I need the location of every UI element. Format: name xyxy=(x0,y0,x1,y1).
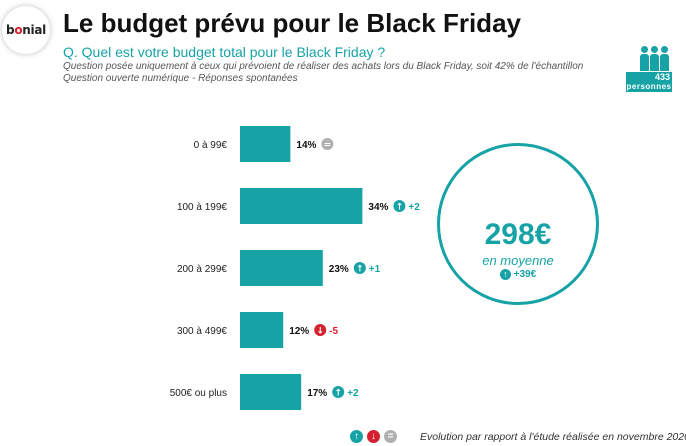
category-label: 0 à 99€ xyxy=(194,140,228,151)
bar xyxy=(240,188,363,224)
arrow-up-icon: ↑ xyxy=(350,430,363,443)
bar xyxy=(240,312,284,348)
bar xyxy=(240,374,302,410)
sample-label: personnes xyxy=(626,82,672,92)
arrow-down-icon: ↓ xyxy=(367,430,380,443)
arrow-up-icon-glyph: ↑ xyxy=(356,265,364,275)
value-label: 17% xyxy=(307,388,327,399)
delta-label: +2 xyxy=(408,202,420,213)
footer-note: Evolution par rapport à l'étude réalisée… xyxy=(420,431,686,443)
bar xyxy=(240,250,323,286)
average-delta-value: +39€ xyxy=(513,269,537,281)
arrow-up-icon-glyph: ↑ xyxy=(396,203,404,213)
arrow-up-icon xyxy=(393,200,406,212)
sample-note: Question posée uniquement à ceux qui pré… xyxy=(63,61,584,72)
sample-size-badge: 433 personnes xyxy=(626,46,672,92)
legend-icons: ↑ ↓ = xyxy=(350,430,397,443)
arrow-up-icon: ↑ xyxy=(499,269,511,280)
page-title: Le budget prévu pour le Black Friday xyxy=(63,8,521,38)
arrow-up-icon-glyph: ↑ xyxy=(334,389,342,399)
logo-text-end: nial xyxy=(22,23,46,37)
arrow-down-icon-glyph: ↓ xyxy=(316,327,324,337)
logo-text-start: b xyxy=(6,23,15,37)
average-value: 298€ xyxy=(484,218,552,251)
arrow-up-icon xyxy=(353,262,366,274)
delta-label: +2 xyxy=(347,388,359,399)
value-label: 23% xyxy=(329,264,349,275)
arrow-down-icon xyxy=(314,324,327,336)
delta-label: -5 xyxy=(329,326,338,337)
category-label: 100 à 199€ xyxy=(177,202,227,213)
bar xyxy=(240,126,291,162)
category-label: 300 à 499€ xyxy=(177,326,227,337)
equal-icon-glyph: = xyxy=(324,141,332,151)
logo-text-o: o xyxy=(14,23,23,37)
people-icon xyxy=(640,46,669,72)
arrow-up-icon xyxy=(332,386,345,398)
question-text: Q. Quel est votre budget total pour le B… xyxy=(63,44,386,60)
category-label: 500€ ou plus xyxy=(170,388,227,399)
value-label: 14% xyxy=(296,140,316,151)
average-delta: ↑ +39€ xyxy=(440,269,596,280)
average-label: en moyenne xyxy=(482,253,554,268)
equal-icon: = xyxy=(384,430,397,443)
sample-count: 433 xyxy=(626,72,672,82)
question-type-note: Question ouverte numérique - Réponses sp… xyxy=(63,73,298,84)
category-label: 200 à 299€ xyxy=(177,264,227,275)
delta-label: +1 xyxy=(369,264,381,275)
equal-icon xyxy=(321,138,334,150)
value-label: 34% xyxy=(368,202,388,213)
average-circle: 298€ en moyenne ↑ +39€ xyxy=(437,143,599,305)
bonial-logo: b o nial xyxy=(2,6,50,54)
value-label: 12% xyxy=(289,326,309,337)
